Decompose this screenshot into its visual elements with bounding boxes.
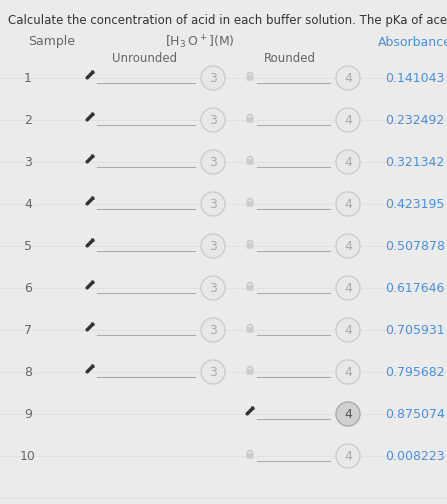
Circle shape — [336, 234, 360, 258]
Text: 3: 3 — [209, 239, 217, 253]
Circle shape — [336, 150, 360, 174]
Text: 5: 5 — [24, 239, 32, 253]
Circle shape — [336, 66, 360, 90]
Circle shape — [336, 276, 360, 300]
Text: Unrounded: Unrounded — [113, 51, 177, 65]
Text: 8: 8 — [24, 365, 32, 379]
Circle shape — [336, 108, 360, 132]
FancyBboxPatch shape — [247, 159, 253, 165]
FancyBboxPatch shape — [247, 285, 253, 291]
Text: 7: 7 — [24, 324, 32, 337]
Text: 4: 4 — [344, 72, 352, 85]
Text: 1: 1 — [24, 72, 32, 85]
Text: 4: 4 — [344, 365, 352, 379]
Text: $[\mathrm{H_3\,O^+}](\mathrm{M})$: $[\mathrm{H_3\,O^+}](\mathrm{M})$ — [165, 33, 235, 51]
Circle shape — [201, 108, 225, 132]
Text: 4: 4 — [344, 156, 352, 168]
Text: 2: 2 — [24, 113, 32, 127]
Text: 0.795682: 0.795682 — [385, 365, 445, 379]
Text: 3: 3 — [209, 156, 217, 168]
Circle shape — [336, 192, 360, 216]
Text: 4: 4 — [344, 113, 352, 127]
Text: 4: 4 — [344, 198, 352, 211]
Text: 0.423195: 0.423195 — [385, 198, 445, 211]
Text: 3: 3 — [209, 282, 217, 294]
Text: Rounded: Rounded — [264, 51, 316, 65]
Text: 3: 3 — [209, 72, 217, 85]
Text: Sample: Sample — [28, 35, 75, 48]
Circle shape — [201, 150, 225, 174]
Text: Calculate the concentration of acid in each buffer solution. The pKa of acetic a: Calculate the concentration of acid in e… — [8, 14, 447, 27]
Circle shape — [201, 66, 225, 90]
FancyBboxPatch shape — [247, 117, 253, 122]
Text: 3: 3 — [209, 365, 217, 379]
Text: 0.321342: 0.321342 — [385, 156, 445, 168]
Text: Absorbance: Absorbance — [378, 35, 447, 48]
Text: 9: 9 — [24, 408, 32, 420]
Text: 10: 10 — [20, 450, 36, 463]
Text: 6: 6 — [24, 282, 32, 294]
FancyBboxPatch shape — [247, 453, 253, 459]
Circle shape — [336, 318, 360, 342]
FancyBboxPatch shape — [247, 369, 253, 374]
Circle shape — [201, 360, 225, 384]
Text: 4: 4 — [344, 282, 352, 294]
Text: 4: 4 — [344, 450, 352, 463]
Text: 3: 3 — [209, 198, 217, 211]
Circle shape — [336, 444, 360, 468]
Circle shape — [336, 360, 360, 384]
Text: 3: 3 — [209, 324, 217, 337]
Text: 0.705931: 0.705931 — [385, 324, 445, 337]
Text: 0.875074: 0.875074 — [385, 408, 445, 420]
Text: 0.141043: 0.141043 — [385, 72, 445, 85]
Circle shape — [336, 402, 360, 426]
Text: 0.617646: 0.617646 — [385, 282, 445, 294]
Text: 0.507878: 0.507878 — [385, 239, 445, 253]
Text: 4: 4 — [344, 324, 352, 337]
Circle shape — [201, 276, 225, 300]
Text: 3: 3 — [24, 156, 32, 168]
Circle shape — [201, 234, 225, 258]
Text: 4: 4 — [344, 408, 352, 420]
Text: 4: 4 — [24, 198, 32, 211]
Text: 4: 4 — [344, 239, 352, 253]
Circle shape — [201, 318, 225, 342]
FancyBboxPatch shape — [247, 243, 253, 248]
FancyBboxPatch shape — [247, 201, 253, 207]
Text: 0.232492: 0.232492 — [385, 113, 445, 127]
FancyBboxPatch shape — [247, 327, 253, 333]
Text: 0.008223: 0.008223 — [385, 450, 445, 463]
Text: 3: 3 — [209, 113, 217, 127]
Circle shape — [201, 192, 225, 216]
FancyBboxPatch shape — [247, 75, 253, 81]
